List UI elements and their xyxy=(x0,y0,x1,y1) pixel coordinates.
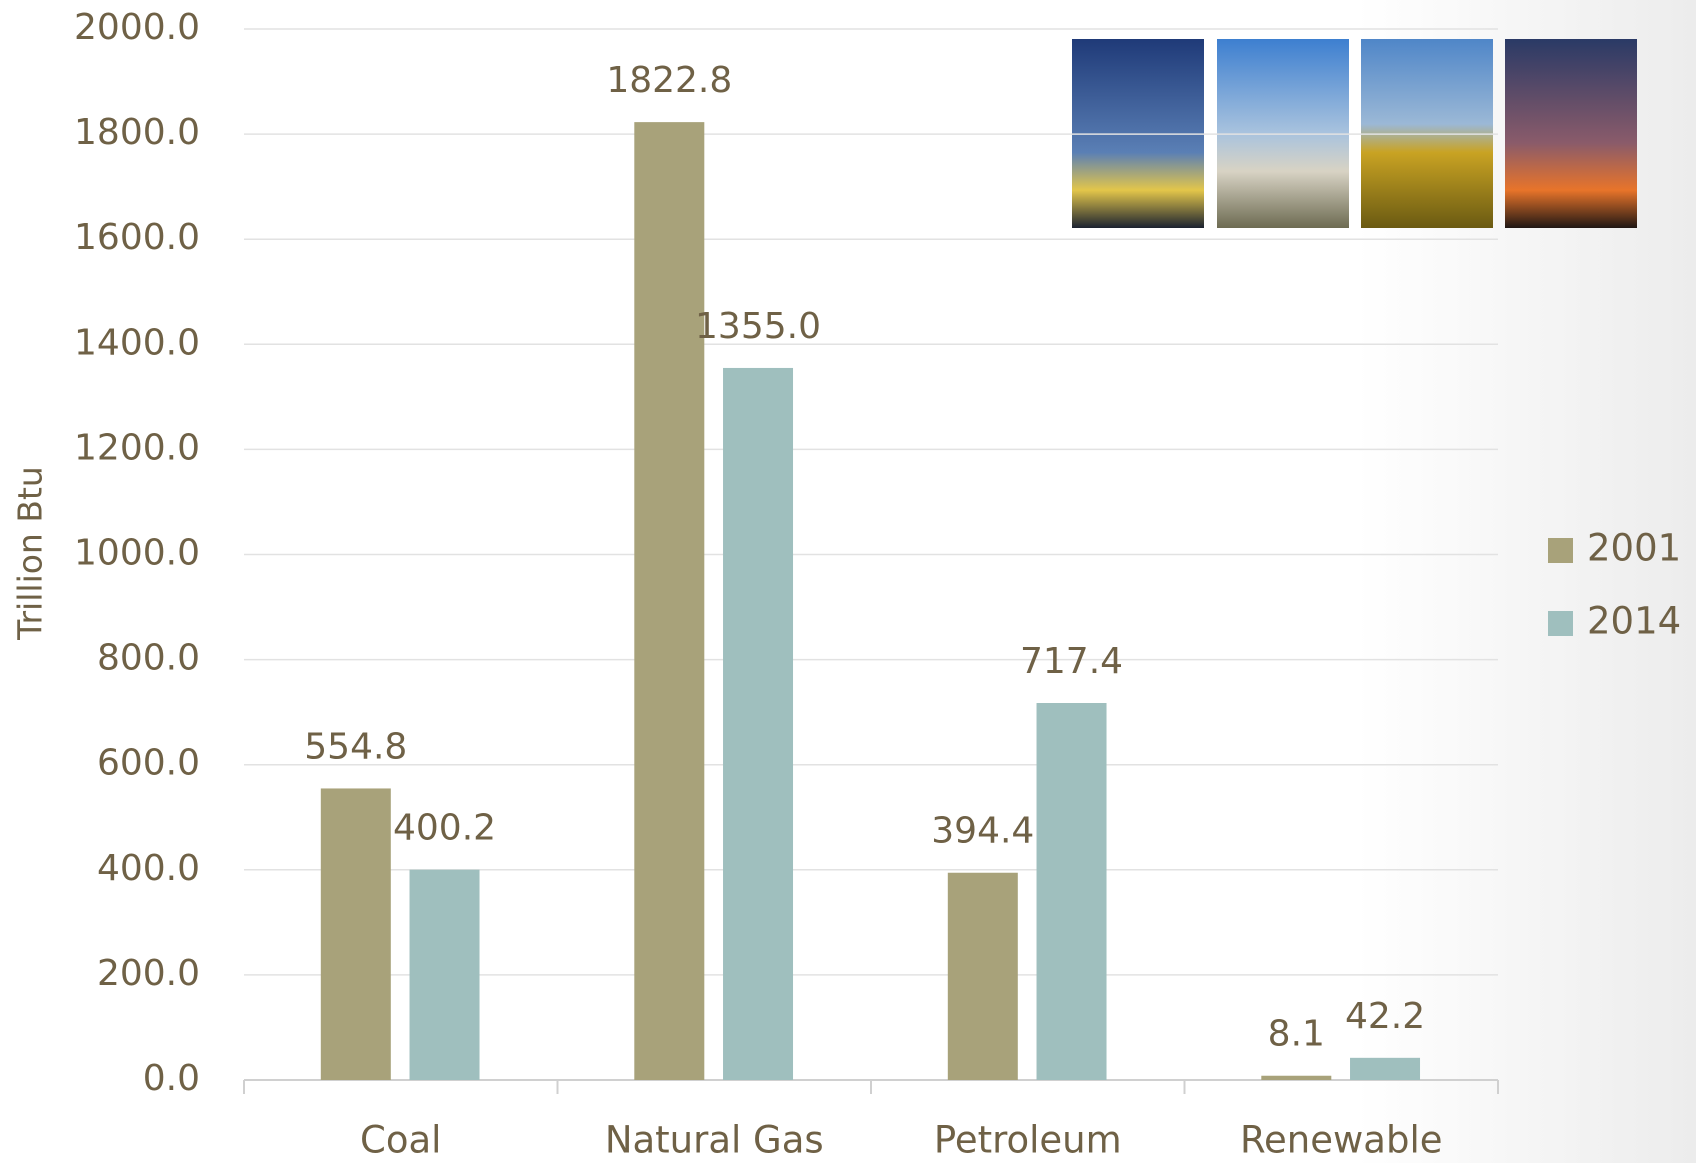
y-tick-label: 1200.0 xyxy=(74,427,200,468)
value-label: 394.4 xyxy=(931,811,1034,852)
legend-swatch xyxy=(1548,538,1573,563)
x-tick-label: Renewable xyxy=(1240,1119,1443,1162)
bar xyxy=(1261,1075,1332,1080)
y-tick-label: 0.0 xyxy=(143,1058,200,1099)
value-label: 42.2 xyxy=(1345,996,1425,1037)
bar xyxy=(320,788,391,1080)
y-tick-label: 400.0 xyxy=(97,848,200,889)
y-axis-label: Trillion Btu xyxy=(11,466,50,641)
y-tick-label: 200.0 xyxy=(97,953,200,994)
bar xyxy=(1350,1057,1421,1080)
photo xyxy=(1505,39,1637,228)
y-tick-label: 1000.0 xyxy=(74,533,200,574)
bar xyxy=(723,367,794,1080)
value-label: 400.2 xyxy=(393,808,496,849)
y-tick-label: 1600.0 xyxy=(74,217,200,258)
legend-label: 2001 xyxy=(1587,527,1681,570)
y-tick-label: 800.0 xyxy=(97,638,200,679)
value-label: 8.1 xyxy=(1268,1014,1325,1055)
y-tick-label: 600.0 xyxy=(97,743,200,784)
value-label: 1355.0 xyxy=(695,306,821,347)
y-tick-label: 1800.0 xyxy=(74,112,200,153)
bar xyxy=(409,869,480,1080)
bar xyxy=(634,122,705,1081)
x-tick-label: Natural Gas xyxy=(605,1119,824,1162)
value-label: 717.4 xyxy=(1020,641,1123,682)
value-label: 554.8 xyxy=(304,726,407,767)
legend-swatch xyxy=(1548,611,1573,636)
x-tick-label: Coal xyxy=(360,1119,441,1162)
value-label: 1822.8 xyxy=(606,60,732,101)
y-tick-label: 2000.0 xyxy=(74,7,200,48)
x-tick-label: Petroleum xyxy=(934,1119,1122,1162)
legend-label: 2014 xyxy=(1587,600,1681,643)
y-tick-label: 1400.0 xyxy=(74,322,200,363)
bar xyxy=(1036,703,1107,1080)
bar xyxy=(947,872,1018,1080)
